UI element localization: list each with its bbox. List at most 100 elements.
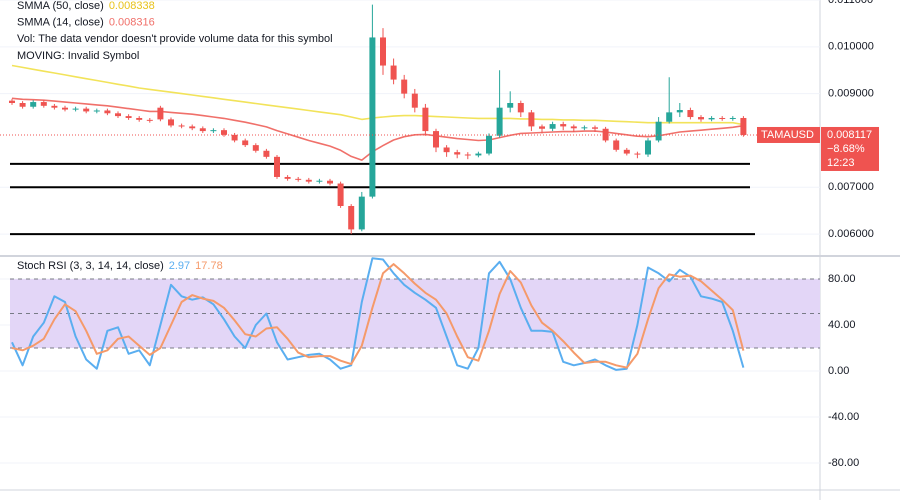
- price-pane: [0, 0, 820, 236]
- candle-body: [51, 105, 58, 108]
- symbol-label-bg: [757, 126, 820, 143]
- candle-body: [560, 124, 567, 127]
- candle-body: [655, 121, 662, 141]
- candle-body: [687, 110, 694, 118]
- candle-body: [252, 145, 259, 151]
- candle-body: [146, 119, 153, 121]
- candle-body: [570, 126, 577, 129]
- candle-body: [348, 205, 355, 230]
- candle-body: [178, 125, 185, 127]
- candle-body: [305, 179, 312, 182]
- candle-body: [454, 152, 461, 155]
- note: MOVING: Invalid Symbol: [17, 50, 139, 62]
- y-tick-label: 0.009000: [828, 88, 874, 100]
- y-tick-label: 40.00: [828, 319, 856, 331]
- legend-value: 0.008316: [109, 16, 155, 28]
- candle-body: [390, 65, 397, 80]
- candle-body: [9, 100, 15, 103]
- candle-body: [19, 102, 26, 107]
- candle-body: [358, 196, 365, 230]
- series-line: [11, 64, 744, 126]
- candle-body: [592, 127, 598, 129]
- candle-body: [316, 180, 323, 182]
- candle-body: [104, 110, 111, 114]
- candle-body: [295, 178, 302, 180]
- candle-body: [93, 110, 100, 112]
- price-label-bg: [821, 126, 879, 171]
- candle-body: [666, 112, 673, 122]
- candle-body: [581, 127, 588, 129]
- candle-body: [549, 124, 556, 129]
- series-line: [11, 97, 744, 161]
- y-tick-label: 0.006000: [828, 228, 874, 240]
- legend-value: 17.78: [195, 260, 223, 272]
- candle-body: [72, 108, 79, 110]
- candle-body: [125, 116, 132, 118]
- candle-body: [263, 150, 270, 157]
- candle-body: [189, 126, 196, 129]
- candle-body: [210, 130, 217, 132]
- y-tick-label: -40.00: [828, 411, 859, 423]
- stoch-pane: [0, 257, 820, 464]
- last-price: 0.008117: [827, 129, 872, 141]
- candle-body: [115, 113, 121, 117]
- candle-body: [327, 180, 333, 184]
- candle-body: [698, 117, 704, 120]
- y-tick-label: 80.00: [828, 273, 856, 285]
- legend-name: SMMA (50, close): [17, 0, 104, 12]
- y-tick-label: 0.011000: [828, 0, 873, 6]
- candle-body: [422, 107, 429, 132]
- candle-body: [284, 176, 291, 179]
- candle-body: [507, 102, 514, 108]
- candle-body: [443, 147, 450, 153]
- symbol-label: TAMAUSD: [761, 129, 814, 141]
- candle-body: [380, 37, 386, 66]
- y-tick-label: 0.00: [828, 365, 849, 377]
- candle-body: [168, 119, 174, 126]
- candle-body: [199, 128, 206, 132]
- legend-value: 0.008338: [109, 0, 155, 12]
- candle-body: [475, 153, 482, 156]
- indicator-title: Stoch RSI (3, 3, 14, 14, close): [17, 260, 164, 272]
- candle-body: [337, 183, 344, 206]
- candle-body: [62, 107, 68, 110]
- candle-body: [433, 131, 439, 148]
- series-line: [11, 257, 745, 371]
- candle-body: [740, 117, 747, 135]
- candle-body: [30, 102, 37, 107]
- candle-body: [528, 112, 535, 127]
- candle-body: [539, 126, 545, 129]
- legend-name: SMMA (14, close): [17, 16, 104, 28]
- legend-value: 2.97: [169, 260, 190, 272]
- candle-body: [464, 154, 471, 156]
- countdown: 12:23: [827, 157, 855, 169]
- candle-body: [242, 140, 249, 146]
- change: −8.68%: [827, 143, 865, 155]
- candle-body: [157, 107, 164, 120]
- note: Vol: The data vendor doesn't provide vol…: [17, 33, 333, 45]
- candle-body: [645, 140, 651, 155]
- candle-body: [83, 108, 90, 112]
- candle-body: [496, 107, 503, 136]
- candle-body: [623, 149, 630, 154]
- candle-body: [40, 102, 47, 106]
- candle-body: [613, 140, 620, 150]
- candle-body: [517, 102, 524, 113]
- candle-body: [602, 128, 609, 141]
- candle-body: [231, 134, 238, 141]
- candle-body: [486, 135, 492, 154]
- candle-body: [136, 117, 143, 120]
- candle-body: [729, 117, 736, 119]
- candle-body: [676, 110, 683, 113]
- y-tick-label: -80.00: [828, 457, 859, 469]
- series-line: [11, 263, 745, 369]
- candle-body: [634, 153, 641, 155]
- candle-body: [221, 130, 227, 135]
- y-tick-label: 0.010000: [828, 41, 874, 53]
- candle-body: [708, 117, 715, 120]
- y-tick-label: 0.007000: [828, 181, 874, 193]
- candle-body: [719, 117, 726, 119]
- candle-body: [401, 79, 408, 94]
